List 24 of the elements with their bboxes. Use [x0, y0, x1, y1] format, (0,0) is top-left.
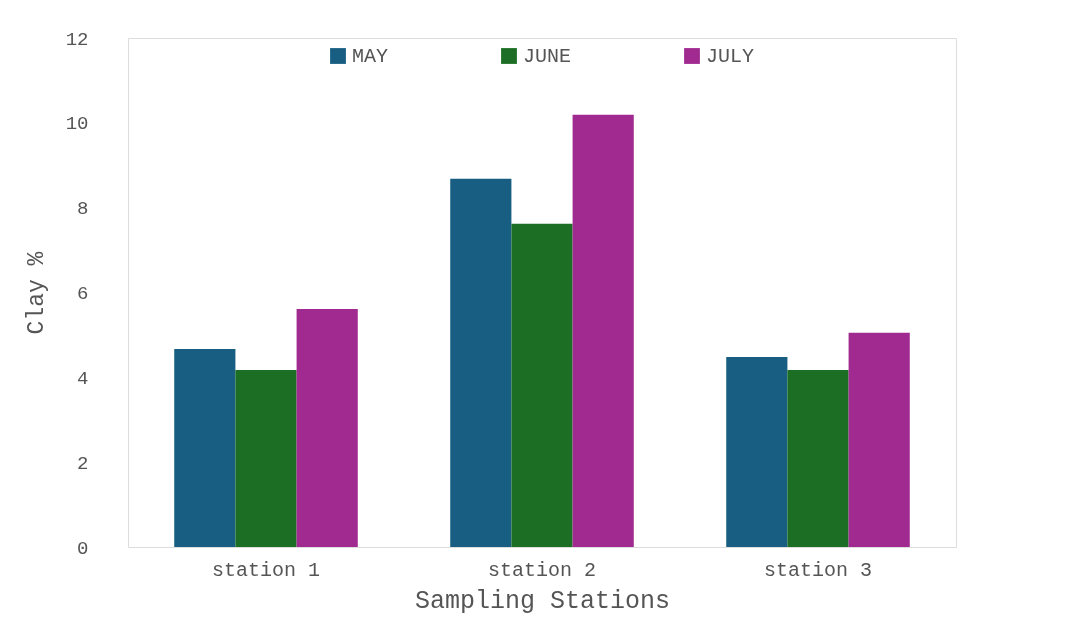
bar [450, 178, 512, 547]
y-axis-title: Clay % [23, 251, 50, 335]
x-tick-label: station 2 [487, 558, 597, 582]
legend-label: JUNE [523, 45, 572, 68]
x-tick-label: station 3 [763, 558, 873, 582]
y-tick-label: 0 [77, 537, 89, 560]
bar [787, 370, 849, 547]
bar [235, 370, 297, 547]
bar [511, 223, 573, 547]
legend-label: JULY [706, 45, 755, 68]
x-tick-label: station 1 [211, 558, 321, 582]
y-tick-label: 12 [65, 28, 89, 51]
y-tick-label: 2 [77, 452, 89, 475]
bar [296, 309, 358, 547]
y-tick-label: 10 [65, 113, 89, 136]
legend-label: MAY [352, 45, 389, 68]
x-axis-title: Sampling Stations [414, 586, 671, 616]
bar [848, 332, 910, 547]
y-tick-label: 6 [77, 283, 89, 305]
y-tick-label: 8 [77, 198, 89, 221]
bar [572, 114, 634, 547]
y-tick-label: 4 [77, 367, 89, 390]
bar [174, 348, 236, 547]
bar [726, 356, 788, 547]
